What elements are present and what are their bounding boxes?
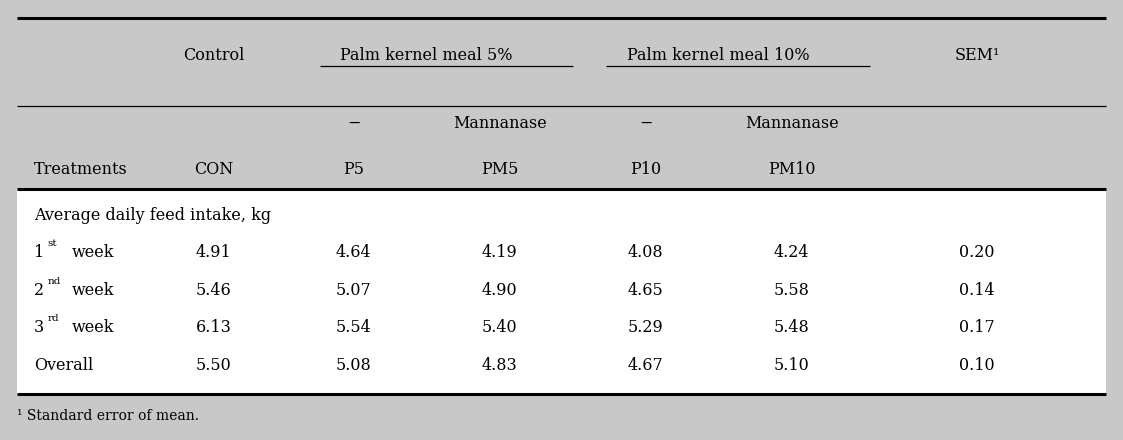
Text: 4.24: 4.24 [774, 244, 810, 261]
Text: 5.10: 5.10 [774, 356, 810, 374]
Text: 4.08: 4.08 [628, 244, 664, 261]
Text: Control: Control [183, 47, 244, 63]
Text: Treatments: Treatments [34, 161, 127, 178]
Text: 2: 2 [34, 282, 44, 299]
Text: PM10: PM10 [768, 161, 815, 178]
Text: 4.91: 4.91 [195, 244, 231, 261]
Text: 5.08: 5.08 [336, 356, 372, 374]
Text: 4.19: 4.19 [482, 244, 518, 261]
Text: week: week [72, 282, 115, 299]
Text: 4.65: 4.65 [628, 282, 664, 299]
Text: 5.29: 5.29 [628, 319, 664, 336]
Text: 0.20: 0.20 [959, 244, 995, 261]
Text: Average daily feed intake, kg: Average daily feed intake, kg [34, 207, 271, 224]
Text: 5.46: 5.46 [195, 282, 231, 299]
Text: 5.58: 5.58 [774, 282, 810, 299]
Text: SEM¹: SEM¹ [955, 47, 999, 63]
Text: Palm kernel meal 5%: Palm kernel meal 5% [340, 47, 513, 63]
Text: 5.50: 5.50 [195, 356, 231, 374]
Text: −: − [639, 115, 652, 132]
Text: 6.13: 6.13 [195, 319, 231, 336]
Text: 4.64: 4.64 [336, 244, 372, 261]
Text: 0.10: 0.10 [959, 356, 995, 374]
Text: 4.90: 4.90 [482, 282, 518, 299]
Text: PM5: PM5 [481, 161, 519, 178]
Text: 5.07: 5.07 [336, 282, 372, 299]
Text: 3: 3 [34, 319, 44, 336]
Text: week: week [72, 244, 115, 261]
Text: st: st [47, 239, 57, 249]
Text: Mannanase: Mannanase [745, 115, 839, 132]
Text: 1: 1 [34, 244, 44, 261]
Text: P5: P5 [344, 161, 364, 178]
Text: rd: rd [47, 314, 58, 323]
Text: 5.48: 5.48 [774, 319, 810, 336]
Text: 5.40: 5.40 [482, 319, 518, 336]
Text: 0.14: 0.14 [959, 282, 995, 299]
Text: P10: P10 [630, 161, 661, 178]
Text: nd: nd [47, 277, 61, 286]
Bar [17, 18, 1106, 189]
Text: 5.54: 5.54 [336, 319, 372, 336]
Bar [17, 189, 1106, 394]
Text: week: week [72, 319, 115, 336]
Text: 0.17: 0.17 [959, 319, 995, 336]
Text: −: − [347, 115, 360, 132]
Text: Mannanase: Mannanase [453, 115, 547, 132]
Text: 4.83: 4.83 [482, 356, 518, 374]
Text: Overall: Overall [34, 356, 93, 374]
Text: 4.67: 4.67 [628, 356, 664, 374]
Text: ¹ Standard error of mean.: ¹ Standard error of mean. [17, 409, 199, 423]
Text: CON: CON [194, 161, 232, 178]
Text: Palm kernel meal 10%: Palm kernel meal 10% [628, 47, 810, 63]
